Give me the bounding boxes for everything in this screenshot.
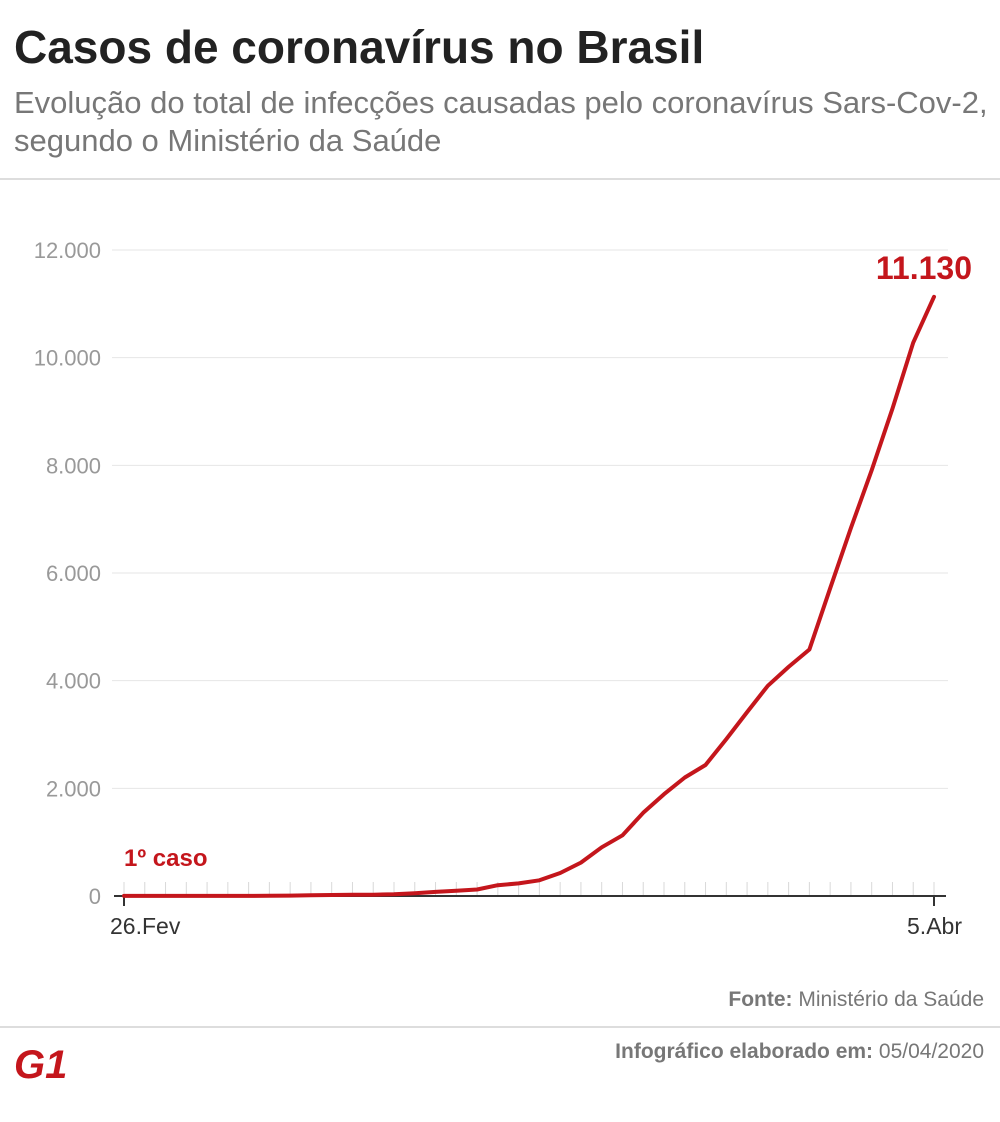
data-point bbox=[579, 861, 583, 865]
data-point bbox=[683, 776, 687, 780]
data-point bbox=[413, 891, 417, 895]
data-point bbox=[434, 890, 438, 894]
data-point bbox=[724, 737, 728, 741]
series-line-cases bbox=[122, 294, 936, 898]
data-point bbox=[537, 878, 541, 882]
data-point bbox=[371, 893, 375, 897]
data-point bbox=[164, 894, 168, 898]
data-point bbox=[392, 892, 396, 896]
y-tick-label: 0 bbox=[89, 884, 101, 909]
y-axis-ticks: 0 2.000 4.000 6.000 8.000 10.000 12.000 bbox=[34, 238, 101, 909]
data-point bbox=[288, 894, 292, 898]
data-point bbox=[890, 406, 894, 410]
gridlines bbox=[112, 249, 948, 789]
data-point bbox=[662, 792, 666, 796]
logo-text: G1 bbox=[14, 1044, 67, 1084]
y-tick-label: 6.000 bbox=[46, 561, 101, 586]
data-points bbox=[122, 295, 936, 898]
source-label: Fonte: bbox=[728, 988, 793, 1011]
data-point bbox=[350, 893, 354, 897]
data-point bbox=[787, 665, 791, 669]
data-point bbox=[475, 887, 479, 891]
credit-note: Infográfico elaborado em: 05/04/2020 bbox=[615, 1040, 984, 1064]
data-point bbox=[226, 894, 230, 898]
data-point bbox=[309, 893, 313, 897]
data-point bbox=[517, 881, 521, 885]
g1-logo: G1 bbox=[14, 1044, 67, 1084]
y-tick-label: 10.000 bbox=[34, 346, 101, 371]
credit-label: Infográfico elaborado em: bbox=[615, 1040, 874, 1063]
data-point bbox=[828, 586, 832, 590]
data-point bbox=[143, 894, 147, 898]
data-point bbox=[620, 833, 624, 837]
y-tick-label: 8.000 bbox=[46, 453, 101, 478]
data-point bbox=[870, 468, 874, 472]
y-tick-label: 12.000 bbox=[34, 238, 101, 263]
data-point bbox=[184, 894, 188, 898]
bottom-divider bbox=[0, 1026, 1000, 1028]
y-tick-label: 4.000 bbox=[46, 669, 101, 694]
data-point bbox=[641, 811, 645, 815]
page-title: Casos de coronavírus no Brasil bbox=[14, 21, 705, 73]
data-point bbox=[496, 883, 500, 887]
x-axis-end-label: 5.Abr bbox=[907, 913, 962, 939]
data-point bbox=[911, 341, 915, 345]
y-tick-label: 2.000 bbox=[46, 776, 101, 801]
data-point bbox=[247, 894, 251, 898]
data-point bbox=[267, 894, 271, 898]
x-axis-ticks bbox=[123, 882, 935, 906]
x-axis-start-label: 26.Fev bbox=[110, 913, 181, 939]
data-point bbox=[704, 763, 708, 767]
data-point bbox=[122, 894, 126, 898]
data-point bbox=[849, 526, 853, 530]
last-value-annotation: 11.130 bbox=[876, 250, 972, 286]
data-point bbox=[745, 710, 749, 714]
page-subtitle: Evolução do total de infecções causadas … bbox=[14, 85, 988, 158]
top-divider bbox=[0, 178, 1000, 180]
line-chart: 0 2.000 4.000 6.000 8.000 10.000 12.000 26.Fev… bbox=[34, 238, 972, 939]
first-case-annotation: 1º caso bbox=[124, 845, 207, 872]
data-point bbox=[454, 889, 458, 893]
data-point bbox=[558, 871, 562, 875]
data-point bbox=[807, 647, 811, 651]
data-point bbox=[205, 894, 209, 898]
source-note: Fonte: Ministério da Saúde bbox=[728, 988, 984, 1012]
data-point bbox=[766, 684, 770, 688]
source-value: Ministério da Saúde bbox=[798, 988, 984, 1011]
data-point bbox=[932, 295, 936, 299]
data-point bbox=[330, 893, 334, 897]
credit-date: 05/04/2020 bbox=[878, 1040, 984, 1063]
data-point bbox=[600, 845, 604, 849]
